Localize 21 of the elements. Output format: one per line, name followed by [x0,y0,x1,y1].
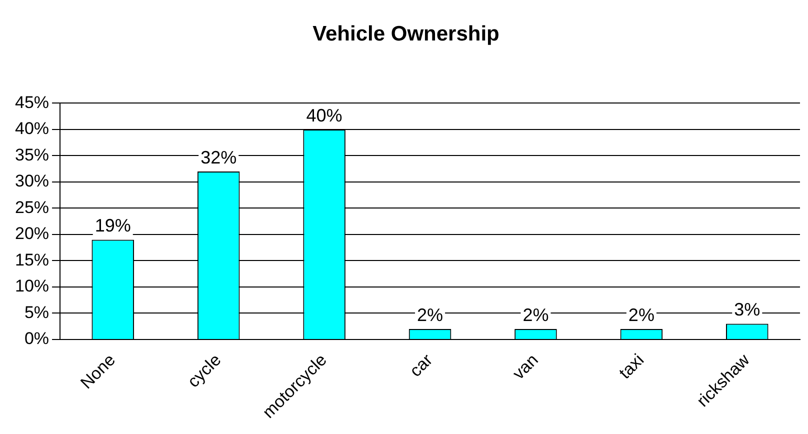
x-tick-label: car [406,350,436,381]
y-tick-label: 25% [14,198,50,217]
x-tick-label: taxi [615,350,648,383]
data-label: 2% [522,304,549,325]
y-tick-label: 5% [24,302,50,322]
data-label: 40% [306,105,342,126]
chart-title: Vehicle Ownership [312,22,500,46]
data-label: 3% [734,300,760,320]
y-tick-label: 30% [14,172,50,191]
y-tick-label: 40% [14,119,50,138]
data-label: 2% [628,304,654,325]
y-tick-label: 35% [14,145,50,164]
y-tick-label: 45% [14,92,50,112]
x-tick-label: van [509,350,542,384]
y-tick-label: 10% [14,276,50,296]
y-tick-label: 20% [14,224,50,244]
data-label: 19% [94,216,131,236]
y-tick-label: 15% [14,250,50,270]
data-label: 2% [417,304,444,325]
data-label: 32% [200,147,237,168]
y-tick-label: 0% [24,329,50,348]
